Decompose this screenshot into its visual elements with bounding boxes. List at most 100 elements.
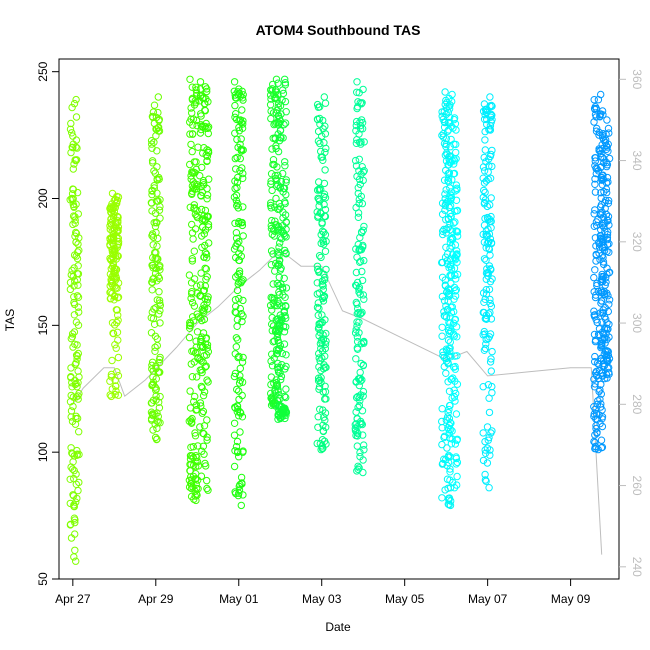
tas-point — [113, 328, 122, 336]
tas-point — [316, 120, 324, 128]
tas-point — [70, 298, 78, 307]
tas-point — [70, 202, 78, 211]
tas-point — [353, 333, 362, 341]
tas-point — [445, 318, 453, 327]
tas-point — [592, 218, 601, 226]
tas-point — [445, 292, 453, 300]
tas-point — [356, 125, 365, 133]
tas-point — [72, 238, 80, 246]
tas-column — [351, 78, 368, 477]
tas-point — [73, 292, 82, 300]
y-axis-left: 50 100 150 200 250 — [36, 61, 59, 586]
tas-point — [281, 162, 289, 170]
tas-point — [481, 136, 489, 144]
tas-point — [480, 167, 489, 175]
tas-point — [274, 368, 283, 376]
tas-point — [601, 281, 609, 289]
tas-point — [280, 392, 289, 401]
tas-point — [150, 101, 159, 109]
tas-point — [231, 184, 239, 193]
tas-point — [453, 258, 461, 266]
tas-point — [187, 175, 195, 183]
tas-point — [155, 288, 163, 296]
tas-point — [482, 232, 491, 241]
tas-point — [72, 359, 80, 367]
tas-point — [114, 336, 122, 344]
tas-point — [604, 199, 613, 208]
tas-point — [438, 405, 446, 413]
tas-point — [230, 462, 239, 471]
tas-point — [282, 284, 291, 292]
tas-point — [451, 362, 459, 371]
tas-point — [313, 262, 322, 270]
tas-point — [355, 130, 363, 138]
tas-point — [75, 389, 83, 398]
tas-point — [267, 389, 275, 398]
tas-point — [274, 359, 282, 368]
tas-point — [148, 140, 156, 148]
tas-point — [480, 255, 489, 263]
tas-point — [236, 372, 244, 380]
tas-point — [599, 309, 608, 317]
tas-point — [481, 146, 489, 154]
tas-point — [355, 89, 363, 97]
tas-point — [239, 232, 247, 240]
tas-point — [315, 304, 323, 313]
tas-point — [483, 423, 492, 431]
tas-point — [279, 134, 287, 142]
tas-point — [322, 265, 330, 274]
tas-point — [191, 429, 199, 437]
tas-point — [321, 395, 329, 403]
tas-point — [598, 413, 607, 421]
tas-point — [448, 427, 456, 435]
tas-point — [451, 271, 459, 279]
tas-point — [321, 388, 330, 396]
tas-point — [353, 310, 361, 318]
tas-point — [154, 418, 163, 426]
tas-point — [446, 201, 455, 210]
tas-point — [201, 216, 210, 224]
tas-point — [600, 325, 609, 333]
tas-point — [149, 410, 157, 418]
tas-point — [67, 407, 76, 415]
x-tick-label: May 03 — [302, 592, 342, 606]
tas-point — [198, 188, 207, 196]
tas-point — [188, 414, 196, 423]
tas-point — [113, 192, 121, 201]
tas-point — [185, 483, 194, 491]
tas-point — [268, 145, 276, 153]
tas-point — [196, 314, 205, 322]
tas-point — [317, 231, 325, 239]
tas-point — [188, 130, 197, 138]
tas-point — [196, 78, 205, 86]
tas-point — [354, 462, 362, 470]
tas-point — [353, 345, 362, 353]
tas-point — [279, 169, 287, 178]
tas-point — [282, 393, 290, 402]
tas-point — [452, 251, 460, 260]
tas-point — [352, 393, 361, 402]
tas-point — [75, 478, 83, 487]
tas-point — [452, 323, 461, 331]
tas-point — [591, 352, 599, 361]
tas-point — [203, 152, 212, 160]
tas-point — [271, 203, 279, 211]
tas-point — [591, 206, 599, 214]
tas-point — [438, 494, 446, 502]
x-axis: Apr 27 Apr 29 May 01 May 03 May 05 May 07 May … — [55, 578, 591, 606]
tas-point — [69, 165, 78, 173]
tas-point — [204, 129, 213, 138]
tas-point — [604, 347, 612, 356]
tas-point — [196, 172, 204, 180]
tas-point — [156, 202, 164, 211]
tas-point — [448, 242, 456, 250]
tas-point — [447, 191, 455, 200]
tas-point — [237, 252, 246, 260]
tas-point — [358, 99, 366, 107]
tas-point — [70, 474, 78, 483]
tas-point — [197, 472, 206, 480]
tas-point — [480, 308, 488, 317]
tas-point — [73, 341, 81, 349]
tas-point — [482, 340, 490, 348]
tas-point — [488, 347, 496, 356]
